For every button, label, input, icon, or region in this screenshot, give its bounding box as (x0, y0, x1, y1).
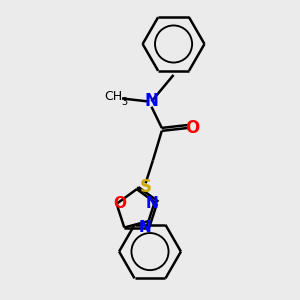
Text: N: N (145, 196, 158, 211)
Text: O: O (186, 119, 200, 137)
Text: N: N (138, 220, 151, 235)
Text: N: N (145, 92, 158, 110)
Text: CH: CH (105, 91, 123, 103)
Text: S: S (140, 178, 152, 196)
Text: 3: 3 (121, 97, 127, 107)
Text: O: O (114, 196, 127, 211)
